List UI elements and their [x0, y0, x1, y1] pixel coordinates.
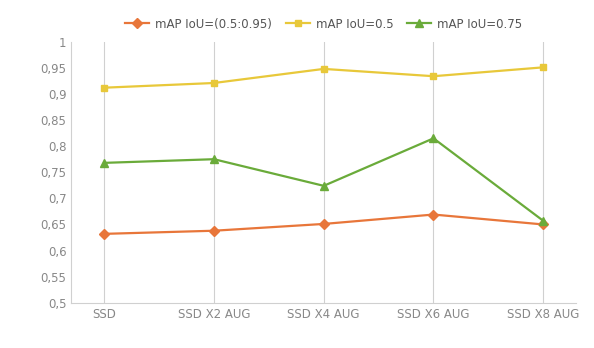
mAP IoU=0.5: [430, 74, 437, 78]
mAP IoU=0.5: [210, 81, 217, 85]
mAP IoU=0.75: [430, 136, 437, 141]
Line: mAP IoU=0.5: mAP IoU=0.5: [101, 64, 546, 91]
mAP IoU=0.75: [320, 184, 327, 188]
mAP IoU=0.5: [100, 86, 108, 90]
mAP IoU=0.5: [540, 65, 547, 70]
mAP IoU=0.75: [540, 219, 547, 223]
mAP IoU=(0.5:0.95): [210, 229, 217, 233]
Legend: mAP IoU=(0.5:0.95), mAP IoU=0.5, mAP IoU=0.75: mAP IoU=(0.5:0.95), mAP IoU=0.5, mAP IoU…: [125, 18, 522, 31]
mAP IoU=0.5: [320, 67, 327, 71]
mAP IoU=(0.5:0.95): [540, 222, 547, 227]
mAP IoU=(0.5:0.95): [430, 212, 437, 216]
Line: mAP IoU=(0.5:0.95): mAP IoU=(0.5:0.95): [101, 211, 546, 237]
mAP IoU=0.75: [210, 157, 217, 161]
mAP IoU=0.75: [100, 161, 108, 165]
Line: mAP IoU=0.75: mAP IoU=0.75: [100, 134, 548, 225]
mAP IoU=(0.5:0.95): [100, 232, 108, 236]
mAP IoU=(0.5:0.95): [320, 222, 327, 226]
